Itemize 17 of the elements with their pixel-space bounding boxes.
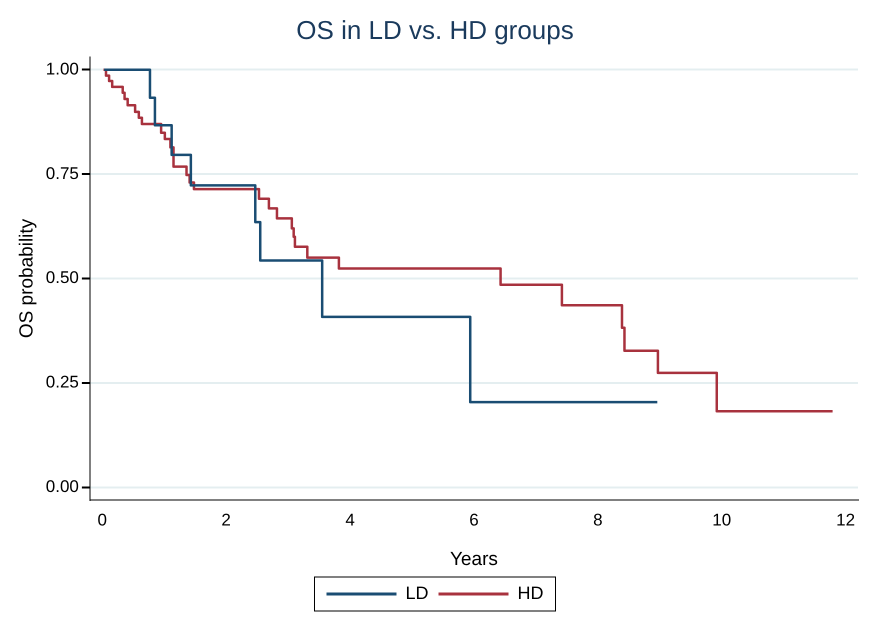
- legend-label: LD: [405, 582, 429, 603]
- x-tick-label: 12: [836, 510, 856, 530]
- y-tick-label: 1.00: [46, 59, 79, 78]
- x-tick-label: 10: [712, 510, 732, 530]
- legend-label: HD: [518, 582, 544, 603]
- y-axis-title: OS probability: [16, 218, 38, 338]
- x-tick-label: 4: [345, 510, 355, 530]
- y-tick-label: 0.00: [46, 476, 79, 496]
- x-tick-label: 2: [221, 510, 231, 530]
- x-tick-label: 6: [469, 510, 479, 530]
- x-tick-label: 8: [593, 510, 603, 530]
- y-tick-label: 0.25: [46, 372, 79, 392]
- chart-title: OS in LD vs. HD groups: [296, 14, 574, 45]
- y-tick-label: 0.75: [46, 164, 79, 183]
- y-tick-label: 0.50: [46, 268, 79, 288]
- x-axis-title: Years: [450, 548, 498, 570]
- x-tick-label: 0: [98, 510, 108, 530]
